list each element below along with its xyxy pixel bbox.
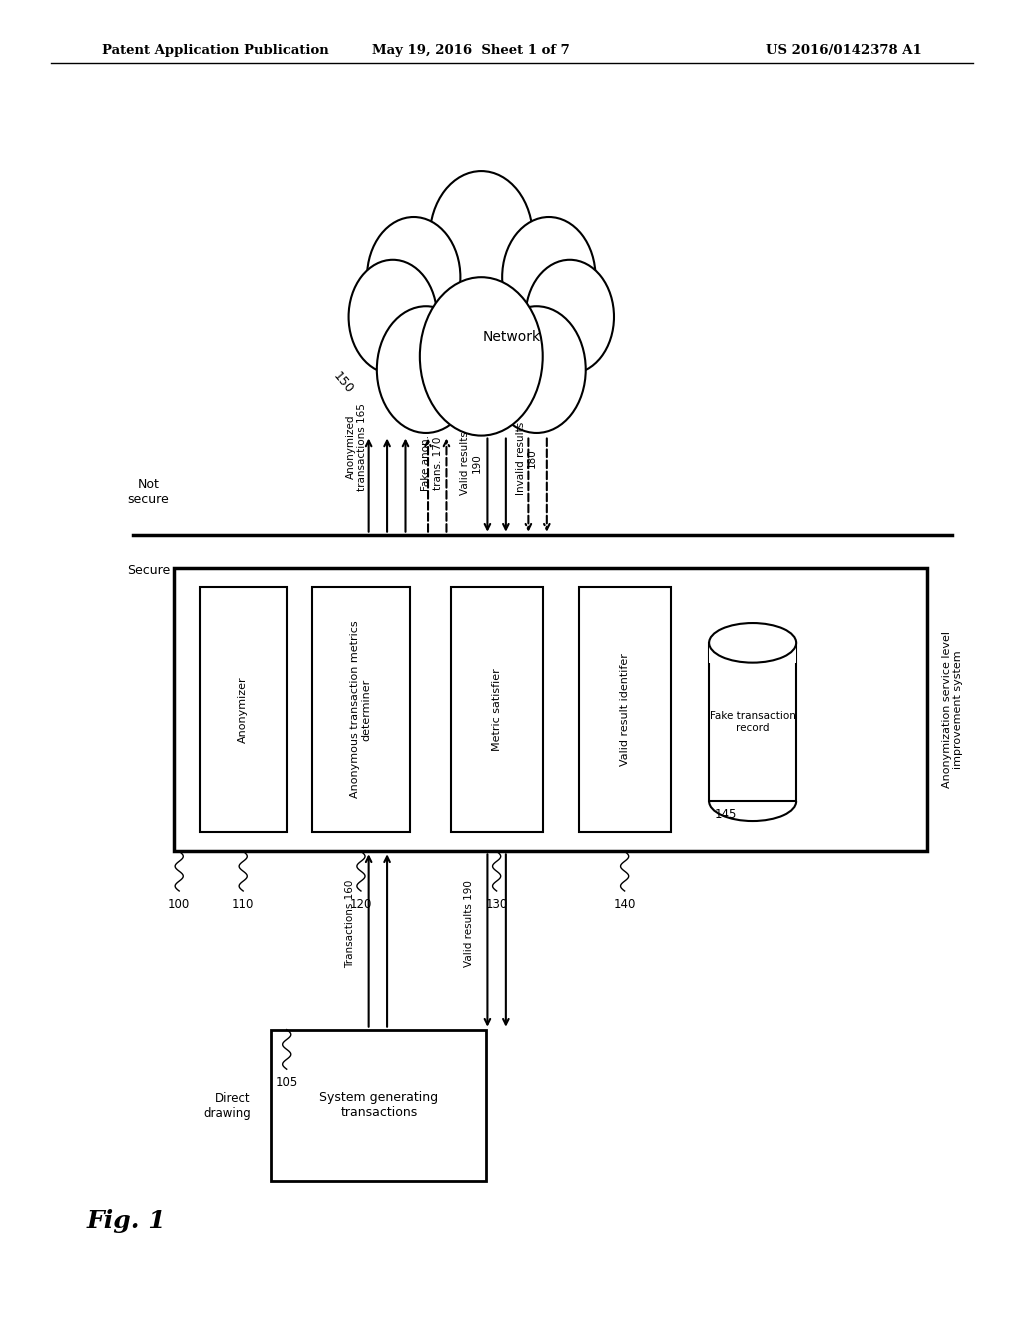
Text: System generating
transactions: System generating transactions [319,1092,438,1119]
Text: Fake transaction
record: Fake transaction record [710,711,796,733]
Text: Anonymizer: Anonymizer [239,676,248,743]
Text: Fig. 1: Fig. 1 [87,1209,167,1233]
Text: 145: 145 [715,808,736,821]
Text: May 19, 2016  Sheet 1 of 7: May 19, 2016 Sheet 1 of 7 [372,44,570,57]
Text: Direct
drawing: Direct drawing [203,1092,251,1119]
FancyBboxPatch shape [451,587,543,832]
Circle shape [487,306,586,433]
Text: 105: 105 [275,1076,298,1089]
Text: Patent Application Publication: Patent Application Publication [102,44,329,57]
FancyBboxPatch shape [312,587,410,832]
FancyBboxPatch shape [271,1030,486,1181]
FancyBboxPatch shape [200,587,287,832]
Text: Fake anon.
trans. 170: Fake anon. trans. 170 [421,436,443,491]
Text: Metric satisfier: Metric satisfier [492,668,502,751]
Text: 130: 130 [485,898,508,911]
Circle shape [502,216,596,338]
Text: Valid results
190: Valid results 190 [460,432,482,495]
Text: Anonymization service level
improvement system: Anonymization service level improvement … [941,631,964,788]
Circle shape [420,277,543,436]
Text: Valid result identifer: Valid result identifer [620,653,630,766]
Text: Secure: Secure [127,564,170,577]
FancyBboxPatch shape [174,568,927,851]
Text: 150: 150 [331,370,355,396]
Text: Network: Network [483,330,541,343]
FancyBboxPatch shape [579,587,671,832]
Text: US 2016/0142378 A1: US 2016/0142378 A1 [766,44,922,57]
Text: Anonymized
transactions 165: Anonymized transactions 165 [345,403,368,491]
FancyBboxPatch shape [709,623,797,663]
FancyBboxPatch shape [709,643,797,801]
Circle shape [348,260,437,374]
Text: Invalid results
180: Invalid results 180 [515,422,538,495]
Text: Anonymous transaction metrics
determiner: Anonymous transaction metrics determiner [350,620,372,799]
Circle shape [430,172,532,304]
Text: 120: 120 [350,898,372,911]
Ellipse shape [709,623,797,663]
Circle shape [525,260,614,374]
Circle shape [367,216,461,338]
Text: Transactions 160: Transactions 160 [345,880,355,968]
Text: 100: 100 [168,898,190,911]
Text: Not
secure: Not secure [128,478,169,506]
Text: 140: 140 [613,898,636,911]
Text: Valid results 190: Valid results 190 [464,880,474,968]
Circle shape [377,306,475,433]
Text: 110: 110 [232,898,254,911]
